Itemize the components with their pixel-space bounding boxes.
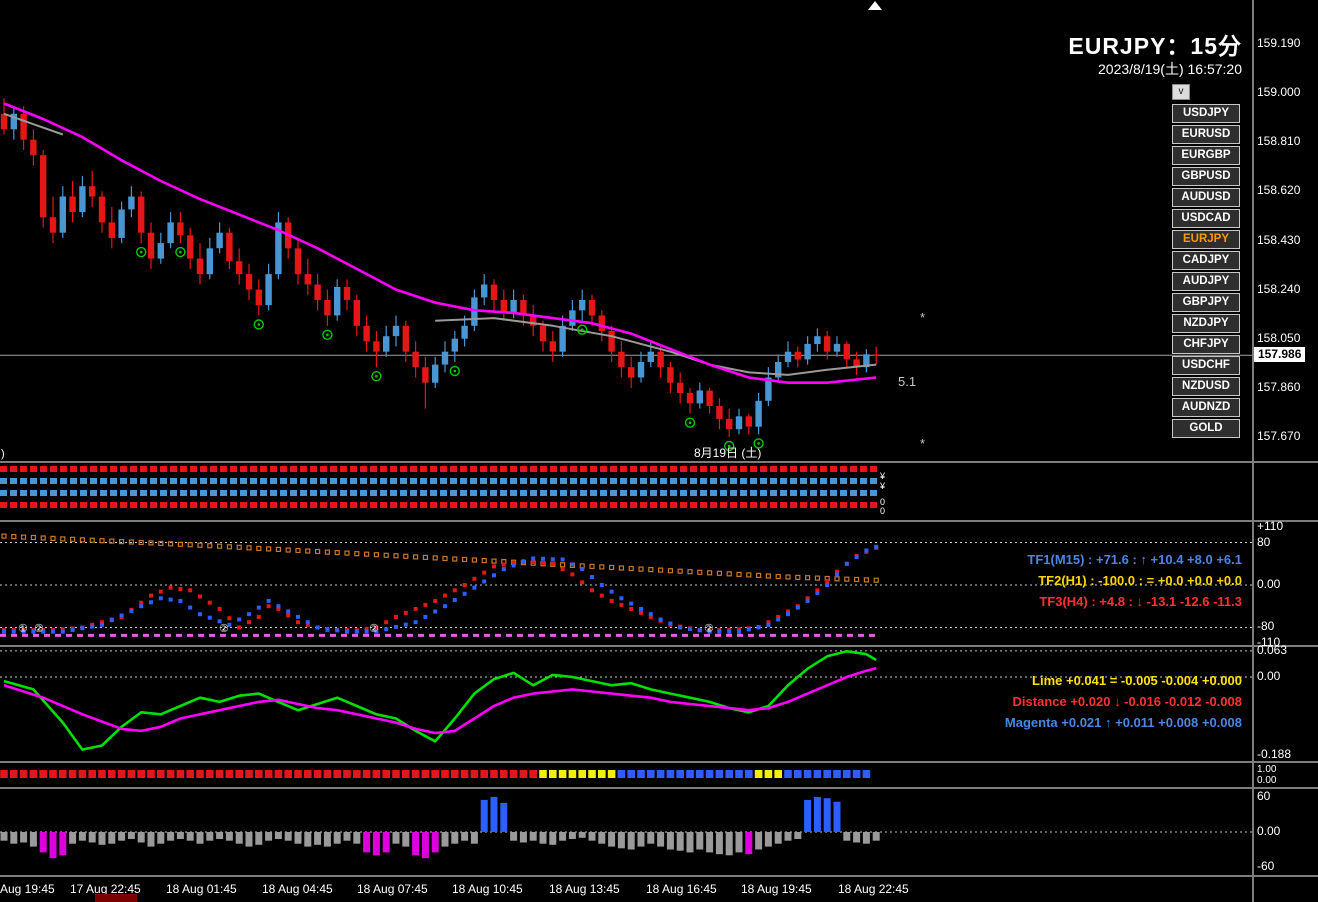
panel-separator — [0, 787, 1318, 789]
watchlist-item-chfjpy[interactable]: CHFJPY — [1172, 335, 1240, 354]
watchlist-item-gbpusd[interactable]: GBPUSD — [1172, 167, 1240, 186]
time-axis-label: 18 Aug 19:45 — [741, 882, 812, 896]
price-axis-label: 157.670 — [1257, 429, 1301, 443]
tf-legend-3: TF3(H4) : +4.8 : ↓ -13.1 -12.6 -11.3 — [1039, 594, 1242, 609]
indicator-axis-label: 80 — [1257, 534, 1271, 549]
svg-text:②: ② — [369, 623, 379, 635]
svg-text:0: 0 — [880, 506, 885, 516]
time-axis-label: 18 Aug 04:45 — [262, 882, 333, 896]
tf-legend-2: TF2(H1) : -100.0 : = +0.0 +0.0 +0.0 — [1038, 573, 1242, 588]
osc-legend-2: Distance +0.020 ↓ -0.016 -0.012 -0.008 — [1012, 694, 1242, 709]
svg-text:②: ② — [704, 623, 714, 635]
svg-text:②: ② — [34, 623, 44, 635]
indicator-axis-label: 1.00 — [1257, 764, 1277, 775]
time-axis-label: 18 Aug 01:45 — [166, 882, 237, 896]
price-axis-label: 158.810 — [1257, 134, 1301, 149]
indicator-axis-label: 0.00 — [1257, 577, 1281, 591]
indicator-panel-line-oscillator[interactable] — [0, 647, 1252, 761]
day-separator-label: 8月19日 (土) — [694, 446, 762, 460]
time-axis-label: 18 Aug 07:45 — [357, 882, 428, 896]
svg-text:0: 0 — [880, 497, 885, 507]
current-price-tag: 157.986 — [1254, 347, 1306, 363]
indicator-axis-label: -0.188 — [1257, 747, 1292, 761]
panel-separator — [0, 875, 1318, 877]
time-axis-label: 18 Aug 13:45 — [549, 882, 620, 896]
watchlist-item-audusd[interactable]: AUDUSD — [1172, 188, 1240, 207]
panel-separator — [0, 761, 1318, 763]
svg-text:¥: ¥ — [879, 481, 886, 491]
price-axis-label: 158.430 — [1257, 232, 1301, 247]
watchlist: USDJPY EURUSD EURGBP GBPUSD AUDUSD USDCAD EURJ… — [1172, 104, 1240, 440]
panel-separator — [0, 461, 1318, 463]
watchlist-item-nzdusd[interactable]: NZDUSD — [1172, 377, 1240, 396]
indicator-axis-label: 60 — [1257, 789, 1271, 804]
watchlist-dropdown-button[interactable]: v — [1172, 84, 1190, 100]
main-chart[interactable] — [0, 0, 1252, 461]
chart-annotation: * — [920, 436, 926, 451]
svg-text:¥: ¥ — [879, 471, 886, 481]
time-axis-label: 17 Aug 22:45 — [70, 882, 141, 896]
price-axis-label: 158.620 — [1257, 183, 1301, 198]
chart-annotation: * — [920, 310, 926, 325]
watchlist-item-gbpjpy[interactable]: GBPJPY — [1172, 293, 1240, 312]
watchlist-item-nzdjpy[interactable]: NZDJPY — [1172, 314, 1240, 333]
chart-datetime: 2023/8/19(土) 16:57:20 — [1098, 61, 1242, 77]
indicator-axis-label: -110 — [1257, 635, 1281, 650]
watchlist-item-eurusd[interactable]: EURUSD — [1172, 125, 1240, 144]
svg-text:②: ② — [219, 623, 229, 635]
indicator-axis-label: 0.00 — [1257, 824, 1281, 838]
watchlist-item-usdcad[interactable]: USDCAD — [1172, 209, 1240, 228]
osc-legend-3: Magenta +0.021 ↑ +0.011 +0.008 +0.008 — [1004, 715, 1242, 730]
chart-title: EURJPY：15分 — [1068, 33, 1242, 59]
indicator-axis-label: +110 — [1257, 518, 1284, 533]
clipped-left-text: ) — [1, 448, 5, 460]
watchlist-item-cadjpy[interactable]: CADJPY — [1172, 251, 1240, 270]
indicator-axis-label: 0.00 — [1257, 775, 1277, 786]
price-axis-label: 157.860 — [1257, 379, 1301, 394]
panel-separator — [0, 520, 1318, 522]
time-axis-label: 18 Aug 22:45 — [838, 882, 909, 896]
indicator-axis-label: 0.063 — [1257, 642, 1288, 657]
time-axis-label: 18 Aug 10:45 — [452, 882, 523, 896]
indicator-axis-label: -60 — [1257, 858, 1275, 873]
time-axis[interactable]: Aug 19:45 17 Aug 22:45 18 Aug 01:45 18 Aug … — [0, 877, 1252, 902]
price-axis-label: 159.190 — [1257, 36, 1301, 50]
time-axis-highlight — [95, 894, 137, 902]
watchlist-item-audnzd[interactable]: AUDNZD — [1172, 398, 1240, 417]
indicator-axis-label: 0.00 — [1257, 669, 1281, 683]
price-axis-label: 158.240 — [1257, 281, 1301, 296]
watchlist-item-eurjpy[interactable]: EURJPY — [1172, 230, 1240, 249]
time-axis-label: 18 Aug 16:45 — [646, 882, 717, 896]
watchlist-item-gold[interactable]: GOLD — [1172, 419, 1240, 438]
axis-separator — [1252, 0, 1254, 902]
indicator-axis-label: -80 — [1257, 619, 1275, 634]
indicator-panel-dash-rows[interactable]: ¥¥00 — [0, 463, 1252, 520]
indicator-panel-signal-strip[interactable] — [0, 763, 1252, 787]
price-axis-label: 158.050 — [1257, 330, 1301, 345]
tf-legend-1: TF1(M15) : +71.6 : ↑ +10.4 +8.0 +6.1 — [1027, 552, 1242, 567]
indicator-panel-histogram[interactable] — [0, 789, 1252, 875]
watchlist-item-audjpy[interactable]: AUDJPY — [1172, 272, 1240, 291]
chart-annotation: 5.1 — [898, 374, 917, 389]
osc-legend-1: Lime +0.041 = -0.005 -0.004 +0.000 — [1032, 673, 1242, 688]
price-axis-label: 159.000 — [1257, 85, 1301, 100]
panel-separator — [0, 645, 1318, 647]
svg-text:①: ① — [18, 623, 28, 635]
watchlist-item-usdchf[interactable]: USDCHF — [1172, 356, 1240, 375]
watchlist-item-usdjpy[interactable]: USDJPY — [1172, 104, 1240, 123]
watchlist-item-eurgbp[interactable]: EURGBP — [1172, 146, 1240, 165]
time-axis-label: Aug 19:45 — [0, 882, 55, 896]
